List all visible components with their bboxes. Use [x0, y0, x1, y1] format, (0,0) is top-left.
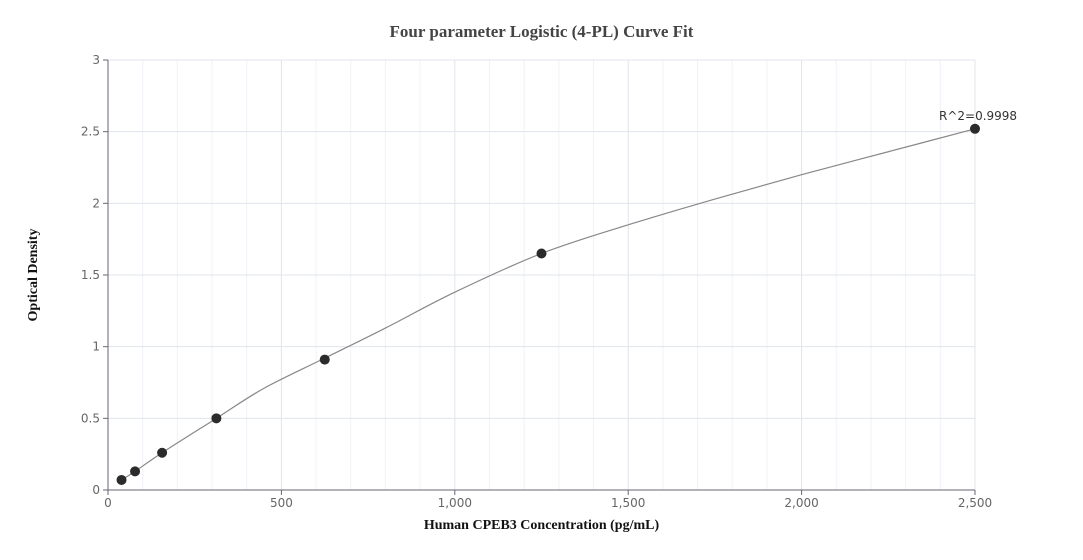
x-axis-label: Human CPEB3 Concentration (pg/mL)	[423, 518, 660, 533]
data-point	[211, 413, 222, 424]
data-point	[116, 474, 127, 485]
tick-labels: 0 0.5 1 1.5 2 2.5 3 0 500 1,000 1,500 2,000 2,500	[81, 53, 992, 510]
x-tick-label: 500	[270, 496, 293, 510]
data-point	[970, 123, 980, 134]
fit-curve	[121, 128, 976, 481]
annotations: R^2=0.9998	[939, 109, 1017, 123]
data-points	[116, 123, 980, 485]
data-point	[130, 466, 141, 477]
y-tick-label: 2	[92, 196, 100, 210]
x-tick-label: 2,500	[958, 496, 992, 510]
chart-title: Four parameter Logistic (4-PL) Curve Fit	[389, 22, 694, 41]
x-tick-label: 0	[104, 496, 112, 510]
y-tick-label: 1	[92, 340, 100, 354]
y-tick-label: 0	[92, 483, 100, 497]
data-point	[319, 354, 330, 365]
data-point	[157, 447, 168, 458]
data-point	[536, 248, 547, 259]
x-tick-label: 2,000	[784, 496, 818, 510]
x-tick-label: 1,000	[438, 496, 472, 510]
r-squared-label: R^2=0.9998	[939, 109, 1017, 123]
y-tick-label: 2.5	[81, 125, 100, 139]
fit-curve-line	[121, 128, 976, 481]
y-tick-label: 0.5	[81, 411, 100, 425]
y-tick-label: 3	[92, 53, 100, 67]
x-tick-label: 1,500	[611, 496, 645, 510]
axes	[103, 59, 976, 495]
major-gridlines	[108, 59, 976, 490]
y-tick-label: 1.5	[81, 268, 100, 282]
